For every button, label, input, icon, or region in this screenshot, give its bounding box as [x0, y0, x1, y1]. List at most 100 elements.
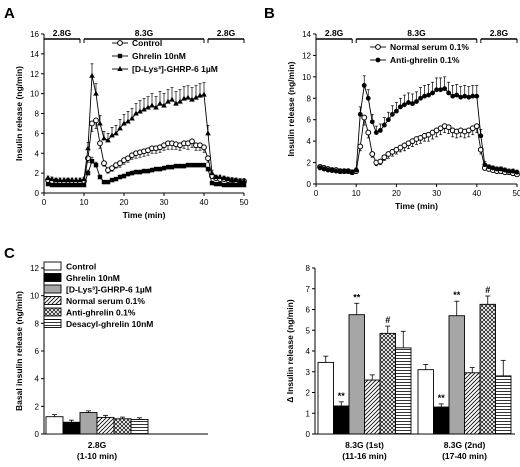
bar	[448, 315, 465, 435]
data-point	[121, 173, 127, 179]
data-point	[89, 72, 95, 78]
data-point	[93, 90, 99, 96]
data-point	[105, 179, 111, 185]
panel-label-b: B	[264, 5, 275, 22]
data-point	[337, 168, 343, 174]
data-point	[209, 170, 215, 176]
y-tick-label: 10	[30, 90, 39, 99]
chart-c-delta: 0 1 2 3 4 5 6 7 8 Δ Insulin release (ng/min) ** ** #…	[285, 264, 515, 461]
data-point	[365, 95, 371, 101]
data-point	[377, 128, 383, 133]
significance-mark: **	[338, 391, 346, 401]
y-tick-label: 6	[35, 347, 40, 356]
y-tick-label: 4	[35, 375, 40, 384]
x-axis-label: Time (min)	[123, 210, 166, 220]
data-point	[213, 174, 219, 180]
data-point	[389, 111, 395, 117]
data-point	[414, 99, 419, 104]
bar	[333, 405, 350, 435]
data-point	[185, 94, 191, 100]
data-point	[125, 155, 131, 162]
data-point	[197, 162, 203, 168]
data-point	[237, 182, 243, 188]
x-tick-label: 10	[352, 189, 361, 198]
data-point	[85, 170, 91, 176]
chart-a: 0 2 4 6 8 10 12 14 16 0 10 20 30 40 50 Time (min) Insuli…	[14, 28, 249, 220]
legend-label: Ghrelin 10nM	[132, 51, 186, 61]
data-point	[442, 86, 448, 92]
y-tick-label: 8	[307, 94, 312, 103]
data-point	[410, 101, 415, 107]
legend-swatch	[43, 284, 62, 294]
y-tick-label: 4	[306, 347, 311, 356]
data-point	[333, 168, 339, 174]
data-point	[398, 104, 403, 110]
data-point	[477, 146, 484, 153]
data-point	[510, 168, 516, 174]
x-tick-label: 20	[392, 189, 401, 198]
data-point	[73, 182, 79, 188]
data-point	[189, 96, 195, 102]
data-point	[113, 130, 119, 136]
glucose-bar-label: 8.3G	[407, 28, 426, 38]
data-point	[49, 176, 55, 182]
data-point	[193, 162, 199, 168]
legend-label: Anti-ghrelin 0.1%	[390, 55, 460, 65]
data-point	[153, 104, 159, 110]
bar	[317, 361, 334, 435]
data-point	[185, 162, 191, 168]
data-point	[53, 177, 59, 183]
data-point	[97, 120, 103, 126]
data-point	[225, 182, 231, 188]
data-point	[225, 176, 231, 182]
data-point	[365, 129, 372, 136]
y-tick-label: 4	[307, 137, 312, 146]
data-point	[213, 181, 219, 187]
data-point	[109, 177, 115, 183]
data-point	[77, 182, 83, 188]
data-point	[357, 111, 363, 117]
data-point	[377, 158, 384, 165]
data-point	[113, 176, 119, 182]
data-point	[161, 165, 167, 171]
data-point	[137, 169, 143, 175]
data-point	[446, 90, 452, 96]
panel-label-c: C	[4, 245, 15, 262]
data-point	[361, 83, 367, 88]
glucose-bar-label: 2.8G	[53, 28, 72, 38]
data-point	[381, 122, 387, 128]
x-tick-label: 30	[160, 198, 169, 207]
data-point	[61, 177, 67, 183]
y-tick-label: 7	[306, 285, 311, 294]
data-point	[133, 169, 139, 175]
glucose-bar-label: 2.8G	[490, 28, 509, 38]
data-point	[149, 102, 155, 108]
data-point	[129, 170, 135, 176]
data-point	[153, 166, 159, 172]
data-point	[65, 182, 71, 188]
data-point	[105, 137, 111, 143]
bar	[464, 372, 481, 435]
data-point	[49, 182, 55, 188]
data-point	[201, 91, 207, 97]
data-point	[137, 108, 143, 114]
data-point	[506, 168, 512, 174]
data-point	[438, 87, 444, 93]
data-point	[173, 163, 179, 169]
y-tick-label: 12	[30, 264, 39, 273]
x-tick-label: 0	[42, 198, 47, 207]
data-point	[486, 164, 492, 170]
significance-mark: **	[353, 292, 361, 302]
data-point	[201, 162, 207, 168]
legend-label: Control	[132, 38, 162, 48]
data-point	[165, 98, 171, 104]
data-point	[125, 118, 131, 124]
data-point	[205, 155, 211, 162]
data-point	[329, 167, 335, 173]
data-point	[369, 151, 376, 157]
data-point	[373, 130, 379, 135]
bar	[417, 369, 434, 435]
x-tick-label: 50	[240, 198, 249, 207]
